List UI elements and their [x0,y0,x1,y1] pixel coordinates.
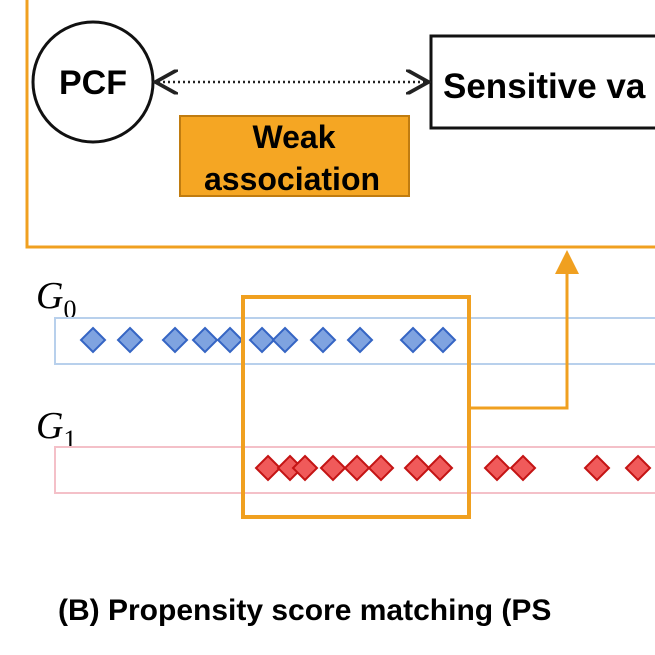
sample-point [483,454,511,482]
sample-point [583,454,611,482]
sample-point [216,326,244,354]
sample-point [116,326,144,354]
sample-point [343,454,371,482]
sample-points [79,326,652,482]
sample-point [403,454,431,482]
caption: (B) Propensity score matching (PS [58,594,551,627]
sample-point [426,454,454,482]
edge-label-box [179,115,410,197]
sample-point [191,326,219,354]
sample-point [291,454,319,482]
group-subscript: 0 [63,295,76,324]
link-arrowhead [555,250,579,274]
sample-point [309,326,337,354]
group-subscript: 1 [63,425,76,454]
edge-label: Weak [252,119,335,155]
sample-point [429,326,457,354]
sample-point [509,454,537,482]
sample-point [248,326,276,354]
context-box [25,0,655,249]
sample-point [624,454,652,482]
group-symbol: G [36,405,63,447]
sample-point [79,326,107,354]
sample-point [346,326,374,354]
link-arrow [469,270,569,410]
group-label: G0 [36,275,76,324]
sample-point [319,454,347,482]
sensitive-label: Sensitive va [443,67,646,106]
sample-point [271,326,299,354]
pcf-label: PCF [59,64,127,102]
group-strip [54,446,655,494]
group-symbol: G [36,275,63,317]
edge-label: association [204,161,380,197]
group-strip [54,317,655,365]
sample-point [254,454,282,482]
sensitive-node [429,34,655,130]
sample-point [367,454,395,482]
matched-region [241,295,471,519]
sample-point [161,326,189,354]
sample-point [399,326,427,354]
